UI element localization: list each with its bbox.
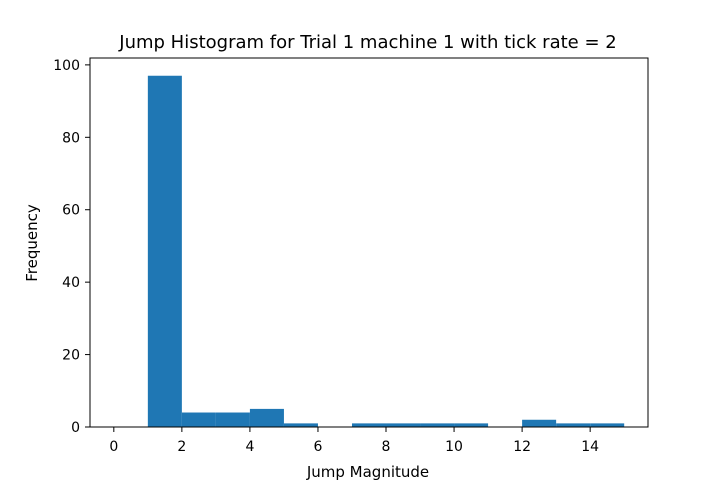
chart-title: Jump Histogram for Trial 1 machine 1 wit…: [118, 32, 616, 53]
x-tick-label: 12: [513, 439, 531, 455]
x-tick-label: 0: [109, 439, 118, 455]
y-axis-ticks: 0 20 40 60 80 100: [53, 58, 90, 436]
y-tick-label: 80: [62, 130, 80, 146]
x-tick-label: 2: [177, 439, 186, 455]
histogram-bar-7: [351, 423, 387, 427]
histogram-bar-13: [556, 423, 591, 427]
histogram-bar-4: [249, 408, 284, 427]
histogram-bar-10: [454, 423, 489, 427]
x-tick-label: 4: [245, 439, 254, 455]
x-tick-label: 6: [314, 439, 323, 455]
histogram-bar-1: [147, 75, 182, 427]
histogram-bar-5: [283, 423, 318, 427]
y-tick-label: 100: [53, 58, 80, 74]
histogram-bar-14: [590, 423, 625, 427]
x-axis-label: Jump Magnitude: [306, 463, 429, 480]
plot-frame: [89, 57, 649, 428]
y-tick-label: 40: [62, 275, 80, 291]
y-tick-label: 60: [62, 203, 80, 219]
y-tick-label: 20: [62, 348, 80, 364]
histogram-bar-3: [215, 412, 250, 427]
x-tick-label: 14: [581, 439, 599, 455]
y-tick-label: 0: [71, 420, 80, 436]
histogram-bar-2: [181, 412, 216, 427]
bars-group: [147, 75, 625, 427]
histogram-bar-8: [386, 423, 421, 427]
y-axis-label: Frequency: [23, 204, 41, 282]
histogram-bar-12: [522, 419, 557, 427]
x-axis-ticks: 0 2 4 6 8 10 12 14: [109, 427, 599, 455]
histogram-bar-9: [420, 423, 455, 427]
x-tick-label: 10: [445, 439, 463, 455]
x-tick-label: 8: [382, 439, 391, 455]
